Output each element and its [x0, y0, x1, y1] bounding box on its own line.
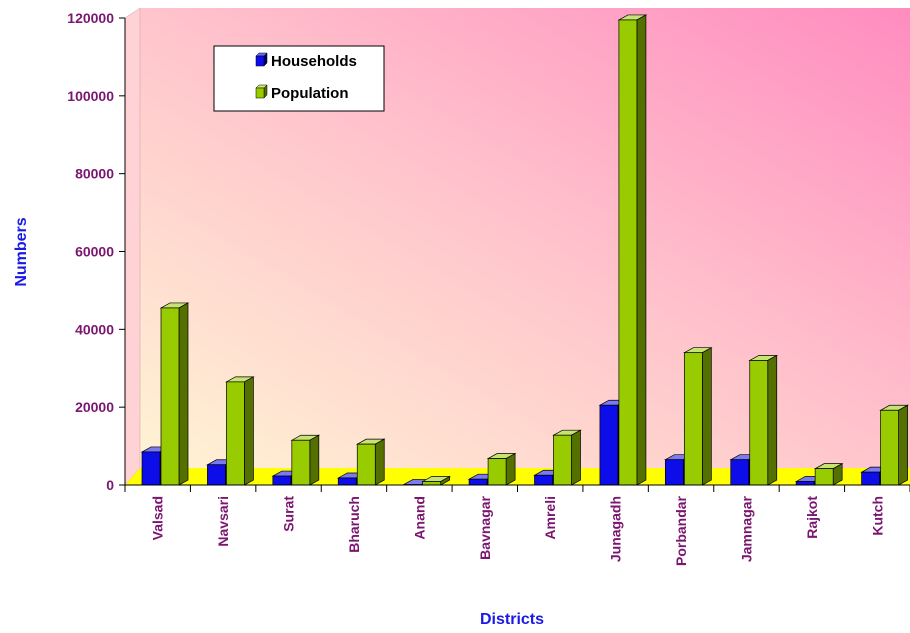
- x-tick-label: Kutch: [869, 496, 885, 536]
- chart-side-wall: [124, 7, 141, 486]
- legend: Households Population: [213, 45, 385, 112]
- chart-back-wall: [140, 8, 910, 468]
- x-axis-title: Districts: [480, 611, 544, 628]
- x-tick-label: Anand: [411, 496, 427, 540]
- y-tick-label: 100000: [67, 88, 114, 104]
- y-tick-label: 120000: [67, 10, 114, 26]
- x-tick-label: Bavnagar: [477, 495, 493, 559]
- bar-population: [552, 429, 582, 486]
- x-tick-label: Jamnagar: [738, 495, 754, 562]
- bar-population: [682, 347, 713, 486]
- bar-population: [355, 438, 386, 486]
- y-ticks-group: 0 20000 40000 60000 80000 100000 120000: [67, 10, 125, 493]
- legend-swatch-households: [255, 52, 268, 67]
- x-tick-label: Rajkot: [804, 496, 820, 539]
- y-tick-label: 20000: [75, 399, 114, 415]
- bar-population: [879, 404, 909, 486]
- chart-floor: [125, 468, 910, 485]
- bar-population: [486, 452, 517, 486]
- bar-population: [290, 434, 321, 486]
- x-tick-label: Valsad: [150, 496, 166, 540]
- bar-population: [813, 463, 844, 486]
- bars-group: [140, 14, 909, 486]
- x-tick-label: Junagadh: [608, 496, 624, 562]
- legend-swatch-population: [255, 84, 268, 99]
- x-tick-label: Surat: [281, 496, 297, 532]
- bar-population: [617, 14, 648, 486]
- x-tick-label: Amreli: [542, 496, 558, 540]
- x-tick-label: Porbandar: [673, 495, 689, 566]
- y-tick-label: 40000: [75, 321, 114, 337]
- x-tick-label: Bharuch: [346, 496, 362, 553]
- y-tick-label: 80000: [75, 166, 114, 182]
- bar-population: [225, 376, 255, 486]
- bar-population: [159, 302, 190, 486]
- x-tick-label: Navsari: [215, 496, 231, 547]
- bar-population: [421, 475, 452, 486]
- x-ticks-group: Valsad Navsari Surat Bharuch Anand Bavnagar Am…: [124, 485, 910, 566]
- legend-box: [213, 45, 385, 112]
- legend-label-population: Population: [271, 85, 349, 102]
- bar-population: [748, 354, 779, 486]
- y-tick-label: 0: [106, 477, 114, 493]
- y-tick-label: 60000: [75, 244, 114, 260]
- y-axis-title: Numbers: [13, 217, 30, 286]
- legend-label-households: Households: [271, 53, 357, 70]
